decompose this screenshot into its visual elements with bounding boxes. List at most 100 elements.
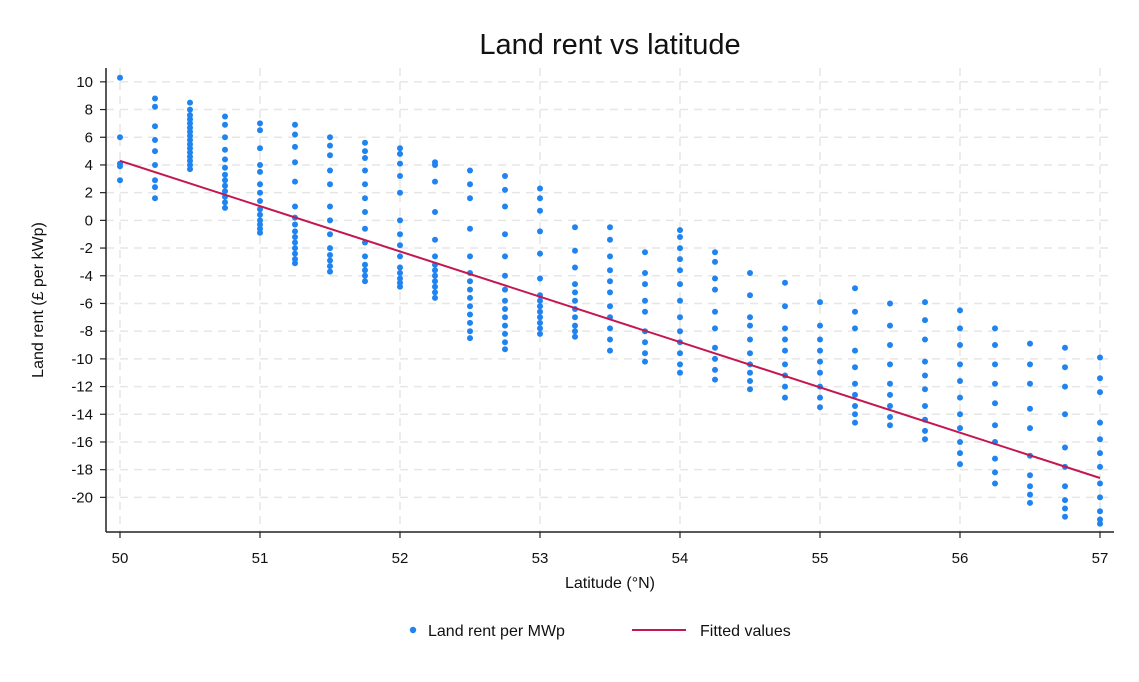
data-point xyxy=(502,339,508,346)
data-point xyxy=(782,394,788,401)
data-point xyxy=(257,211,263,218)
data-point xyxy=(292,203,298,210)
data-point xyxy=(887,391,893,398)
data-point xyxy=(712,286,718,293)
data-point xyxy=(1027,405,1033,412)
data-point xyxy=(502,173,508,179)
data-point xyxy=(292,121,298,128)
data-point xyxy=(782,383,788,390)
data-point xyxy=(572,328,578,335)
data-point xyxy=(817,369,823,376)
data-point xyxy=(537,207,543,214)
data-point xyxy=(292,178,298,185)
data-point xyxy=(712,366,718,373)
data-point xyxy=(397,173,403,179)
data-point xyxy=(257,198,263,204)
data-point xyxy=(467,195,473,202)
data-point xyxy=(467,311,473,318)
data-point xyxy=(1097,463,1103,470)
x-tick-label: 56 xyxy=(952,550,969,567)
data-point xyxy=(712,355,718,362)
data-point xyxy=(432,253,438,260)
data-point xyxy=(222,113,228,120)
data-point xyxy=(747,336,753,343)
x-axis-ticks: 50 51 52 53 54 55 56 57 xyxy=(112,532,1108,567)
x-tick-label: 54 xyxy=(672,550,689,567)
data-point xyxy=(817,347,823,354)
data-point xyxy=(817,404,823,411)
data-point xyxy=(782,361,788,368)
data-point xyxy=(327,142,333,149)
data-point xyxy=(992,480,998,487)
data-point xyxy=(887,422,893,429)
data-point xyxy=(607,347,613,354)
data-point xyxy=(572,264,578,271)
data-point xyxy=(677,256,683,263)
data-point xyxy=(292,159,298,166)
data-point xyxy=(152,148,158,155)
data-point xyxy=(117,134,123,141)
y-tick-label: -6 xyxy=(80,295,93,312)
data-point xyxy=(957,411,963,418)
data-point xyxy=(1027,491,1033,498)
data-point xyxy=(992,469,998,476)
data-point xyxy=(467,335,473,342)
data-point xyxy=(572,281,578,288)
y-axis-label: Land rent (£ per kWp) xyxy=(30,222,47,378)
data-point xyxy=(397,217,403,224)
y-axis-ticks: 10 8 6 4 2 0 -2 -4 -6 -8 -10 -12 -14 -16 -18 -20 xyxy=(71,74,106,506)
data-point xyxy=(712,376,718,383)
data-point xyxy=(1097,354,1103,361)
data-point xyxy=(852,364,858,371)
data-point xyxy=(362,181,368,188)
data-point xyxy=(1062,497,1068,504)
data-point xyxy=(642,339,648,346)
data-point xyxy=(992,342,998,348)
y-tick-label: -2 xyxy=(80,240,93,257)
data-point xyxy=(747,386,753,393)
data-point xyxy=(502,330,508,337)
data-point xyxy=(852,308,858,315)
data-point xyxy=(362,272,368,279)
data-point xyxy=(257,225,263,232)
data-point xyxy=(432,209,438,215)
data-point xyxy=(957,425,963,432)
data-point xyxy=(187,157,193,164)
data-point xyxy=(537,195,543,202)
data-point xyxy=(257,145,263,152)
data-point xyxy=(817,322,823,329)
data-point xyxy=(257,120,263,127)
data-point xyxy=(327,257,333,264)
data-point xyxy=(712,249,718,256)
data-point xyxy=(362,139,368,146)
data-point xyxy=(432,236,438,243)
data-point xyxy=(607,303,613,310)
data-point xyxy=(187,132,193,139)
data-point xyxy=(257,168,263,175)
data-point xyxy=(502,203,508,210)
data-point xyxy=(187,149,193,156)
data-point xyxy=(537,228,543,235)
data-point xyxy=(852,347,858,354)
data-point xyxy=(642,270,648,276)
data-point xyxy=(747,322,753,329)
y-tick-label: -16 xyxy=(71,434,93,451)
data-point xyxy=(537,314,543,321)
data-point xyxy=(467,278,473,285)
data-point xyxy=(1097,494,1103,501)
data-point xyxy=(222,156,228,163)
data-point xyxy=(502,186,508,193)
data-point xyxy=(117,163,123,170)
data-point xyxy=(257,189,263,196)
data-point xyxy=(537,275,543,282)
data-point xyxy=(712,308,718,315)
data-point xyxy=(327,217,333,224)
data-point xyxy=(677,314,683,321)
data-point xyxy=(642,350,648,357)
data-point xyxy=(747,292,753,299)
data-point xyxy=(537,185,543,192)
data-point xyxy=(397,275,403,282)
data-point xyxy=(432,267,438,274)
data-point xyxy=(572,314,578,321)
